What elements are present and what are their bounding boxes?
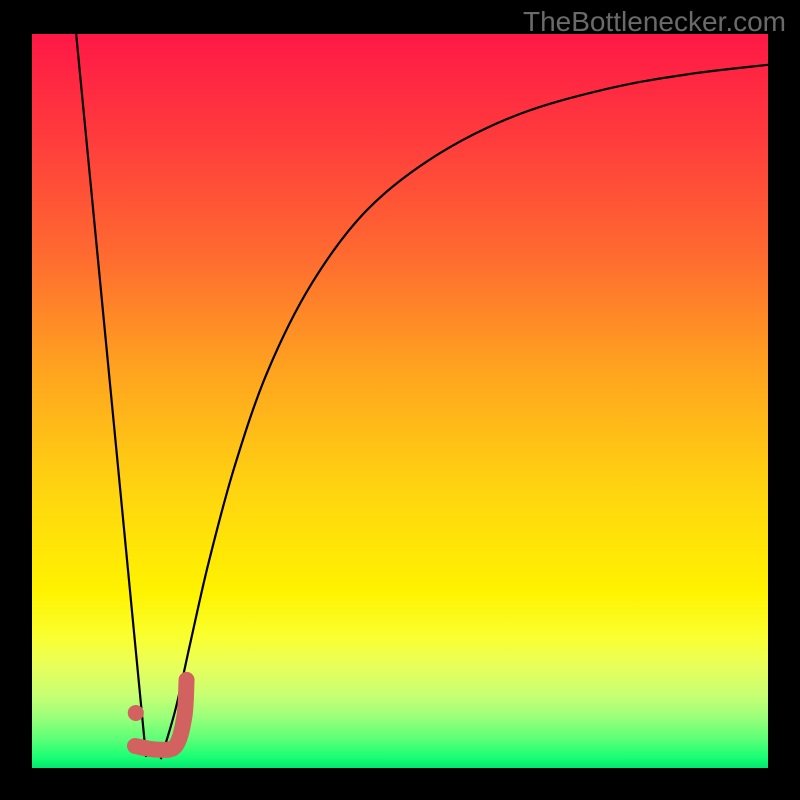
gradient-background: [32, 34, 768, 768]
curve-right-branch: [161, 65, 768, 759]
plot-svg: [32, 34, 768, 768]
marker-hook: [135, 680, 187, 750]
curve-left-branch: [76, 34, 146, 757]
chart-outer-frame: TheBottlenecker.com: [0, 0, 800, 800]
plot-area: [32, 34, 768, 768]
marker-dot: [128, 705, 144, 721]
